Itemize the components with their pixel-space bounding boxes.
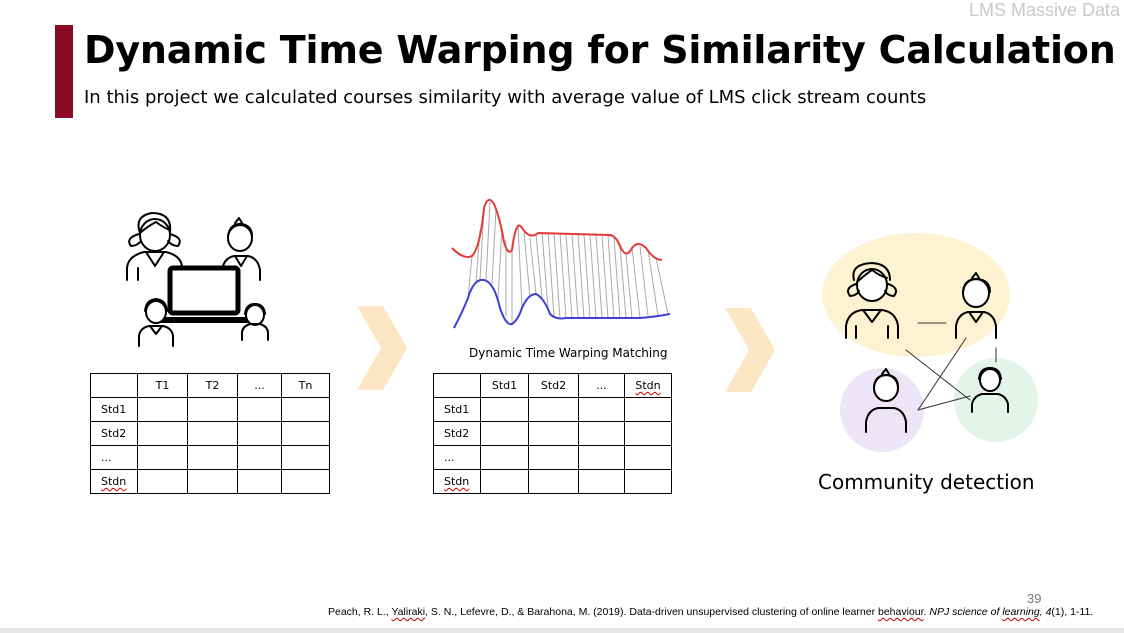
citation-author-name: Yaliraki [391,606,426,618]
table-row: Std2 [90,421,330,446]
row-label: Std2 [433,421,481,446]
table-row: Std1 [90,397,330,422]
chevron-right-icon [725,308,775,392]
table-header-cell: ... [237,373,282,398]
table-row: ... [433,445,672,470]
citation: Peach, R. L., Yaliraki, S. N., Lefevre, … [328,606,1094,618]
row-label: Stdn [90,469,138,494]
page-number: 39 [1027,591,1042,606]
citation-title-word: behaviour [878,606,924,618]
student-similarity-matrix: Std1 Std2 ... Stdn Std1 Std2 ... Stdn [433,373,672,494]
bottom-bar [0,628,1124,633]
table-header-cell: Tn [281,373,330,398]
row-label: Stdn [433,469,481,494]
table-header-cell [90,373,138,398]
table-row: Std1 [433,397,672,422]
table-row: Stdn [433,469,672,494]
table-header-cell: Std2 [528,373,579,398]
table-header-row: T1 T2 ... Tn [90,373,330,398]
students-with-laptop-icon [126,212,269,347]
corner-label: LMS Massive Data [968,0,1120,20]
title-accent-bar [55,25,73,118]
row-label: ... [433,445,481,470]
table-header-cell: T1 [137,373,188,398]
table-header-cell: Std1 [480,373,529,398]
row-label-text: Stdn [101,475,127,488]
dtw-caption: Dynamic Time Warping Matching [469,346,668,360]
row-label: Std1 [90,397,138,422]
citation-issue: (1), 1-11. [1051,606,1094,618]
table-header-text: Stdn [635,379,661,392]
community-people-icon [822,233,1038,452]
citation-authors: Peach, R. L., [328,606,392,618]
table-row: ... [90,445,330,470]
row-label-text: Stdn [444,475,470,488]
slide-title: Dynamic Time Warping for Similarity Calc… [84,28,1116,72]
table-row: Stdn [90,469,330,494]
row-label: Std1 [433,397,481,422]
slide-subtitle: In this project we calculated courses si… [84,87,927,108]
table-header-cell [433,373,481,398]
table-header-cell: T2 [187,373,238,398]
chevron-right-icon [357,306,407,390]
citation-title: , S. N., Lefevre, D., & Barahona, M. (20… [425,606,878,618]
table-header-cell: Stdn [624,373,672,398]
community-caption: Community detection [818,470,1035,494]
row-label: ... [90,445,138,470]
citation-journal: NPJ science of learning, 4 [929,606,1052,618]
table-row: Std2 [433,421,672,446]
table-header-cell: ... [578,373,625,398]
student-time-matrix: T1 T2 ... Tn Std1 Std2 ... Stdn [90,373,330,494]
row-label: Std2 [90,421,138,446]
table-header-row: Std1 Std2 ... Stdn [433,373,672,398]
dtw-curves-icon [451,198,671,329]
